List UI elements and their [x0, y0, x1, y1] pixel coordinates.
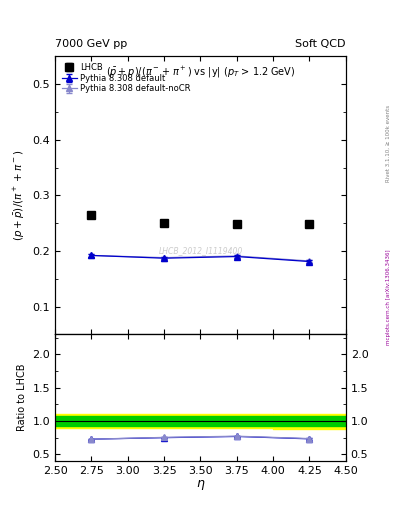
Text: Rivet 3.1.10, ≥ 100k events: Rivet 3.1.10, ≥ 100k events: [386, 105, 391, 182]
Y-axis label: $(p+\bar{p})/(\pi^++\pi^-)$: $(p+\bar{p})/(\pi^++\pi^-)$: [12, 150, 27, 241]
Legend: LHCB, Pythia 8.308 default, Pythia 8.308 default-noCR: LHCB, Pythia 8.308 default, Pythia 8.308…: [59, 60, 193, 96]
Text: $(\bar{p}+p)/(\pi^-+\pi^+)$ vs |y| ($p_T$ > 1.2 GeV): $(\bar{p}+p)/(\pi^-+\pi^+)$ vs |y| ($p_T…: [106, 65, 295, 80]
Text: LHCB_2012_I1119400: LHCB_2012_I1119400: [158, 246, 242, 255]
Text: Soft QCD: Soft QCD: [296, 38, 346, 49]
X-axis label: $\eta$: $\eta$: [196, 478, 205, 493]
Y-axis label: Ratio to LHCB: Ratio to LHCB: [17, 364, 27, 431]
Text: 7000 GeV pp: 7000 GeV pp: [55, 38, 127, 49]
Text: mcplots.cern.ch [arXiv:1306.3436]: mcplots.cern.ch [arXiv:1306.3436]: [386, 249, 391, 345]
